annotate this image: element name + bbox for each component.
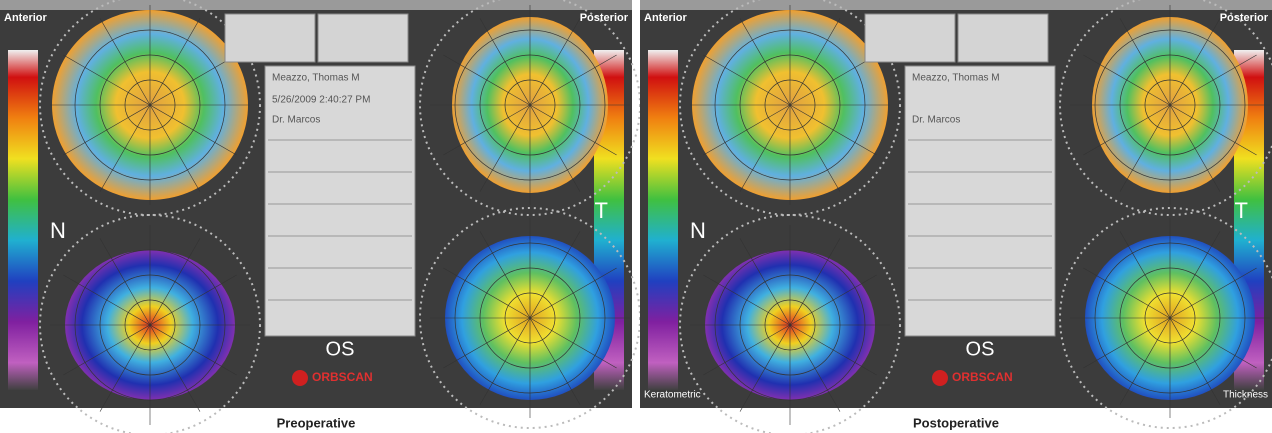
info-box — [865, 14, 955, 62]
nasal-label: N — [690, 218, 706, 243]
bottom-left-label: Keratometric — [644, 390, 701, 401]
temporal-label: T — [595, 198, 608, 223]
posterior-label: Posterior — [1220, 12, 1269, 24]
info-box — [225, 14, 315, 62]
info-box — [958, 14, 1048, 62]
patient-name: Meazzo, Thomas M — [912, 73, 1000, 84]
left-scale — [8, 50, 38, 390]
doctor-name: Dr. Marcos — [912, 115, 960, 126]
left-scale — [648, 50, 678, 390]
top-bar — [640, 0, 1272, 10]
caption: Postoperative — [913, 415, 999, 430]
temporal-label: T — [1235, 198, 1248, 223]
brand-name: ORBSCAN — [312, 370, 373, 384]
screenshot-panel: Meazzo, Thomas M Dr. Marcos Anterior Poster… — [640, 0, 1272, 433]
anterior-label: Anterior — [4, 12, 48, 24]
eye-label: OS — [326, 338, 355, 360]
figure: Meazzo, Thomas M 5/26/2009 2:40:27 PM Dr. … — [0, 0, 1272, 433]
exam-date: 5/26/2009 2:40:27 PM — [272, 95, 370, 106]
eye-label: OS — [966, 338, 995, 360]
brand-logo — [932, 370, 948, 386]
info-panel — [905, 66, 1055, 336]
nasal-label: N — [50, 218, 66, 243]
posterior-label: Posterior — [580, 12, 629, 24]
info-panel — [265, 66, 415, 336]
doctor-name: Dr. Marcos — [272, 115, 320, 126]
bottom-right-label: Thickness — [1223, 390, 1268, 401]
brand-name: ORBSCAN — [952, 370, 1013, 384]
top-bar — [0, 0, 632, 10]
info-box — [318, 14, 408, 62]
patient-name: Meazzo, Thomas M — [272, 73, 360, 84]
anterior-label: Anterior — [644, 12, 688, 24]
screenshot-panel: Meazzo, Thomas M 5/26/2009 2:40:27 PM Dr. … — [0, 0, 640, 433]
caption: Preoperative — [277, 415, 356, 430]
brand-logo — [292, 370, 308, 386]
figure-canvas: Meazzo, Thomas M 5/26/2009 2:40:27 PM Dr. … — [0, 0, 1272, 433]
